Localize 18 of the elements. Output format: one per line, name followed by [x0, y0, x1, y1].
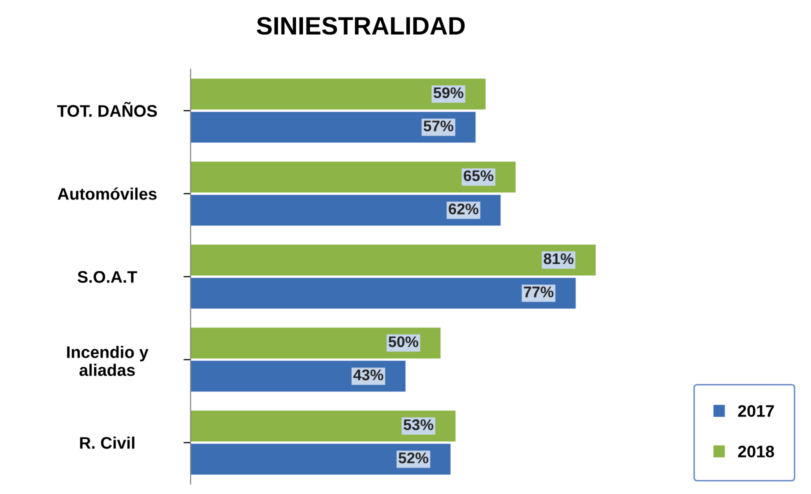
data-label: 59% — [434, 87, 464, 98]
data-label: 43% — [353, 370, 384, 380]
legend-label: 2018 — [738, 446, 774, 458]
data-label: 52% — [398, 452, 428, 464]
y-tick-label: Automóviles — [58, 187, 157, 200]
data-label: 77% — [524, 286, 554, 298]
y-tick-label: Incendio y aliadas — [67, 346, 148, 376]
y-tick-label: TOT. DAÑOS — [57, 102, 157, 117]
chart-title: SINIESTRALIDAD — [256, 16, 465, 35]
y-tick-label: R. Civil — [80, 436, 134, 449]
data-label: 62% — [448, 204, 478, 214]
data-label: 57% — [424, 120, 454, 132]
data-label: 81% — [544, 253, 574, 264]
data-label: 65% — [464, 170, 494, 182]
data-label: 53% — [404, 419, 434, 430]
y-tick-label: S.O.A.T — [78, 271, 138, 283]
data-label: 50% — [388, 336, 418, 348]
legend-label: 2017 — [738, 405, 774, 417]
